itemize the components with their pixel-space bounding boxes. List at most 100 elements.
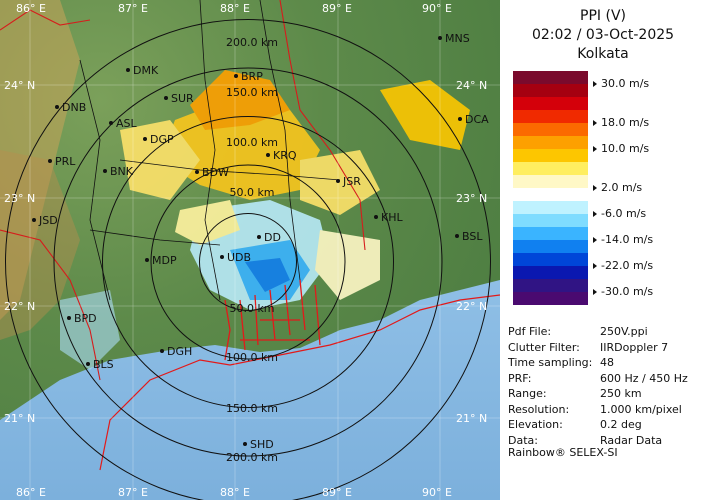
longitude-label: 89° E	[322, 2, 352, 15]
city-krq: KRQ	[266, 149, 297, 162]
metadata-value: 250 km	[600, 387, 642, 400]
metadata-value: 250V.ppi	[600, 325, 648, 338]
scale-swatch	[513, 240, 588, 253]
city-dmk: DMK	[126, 64, 159, 77]
coastline-detail	[224, 279, 321, 361]
station-name: Kolkata	[577, 46, 629, 62]
range-rings	[5, 19, 491, 500]
longitude-label: 86° E	[16, 486, 46, 499]
range-ring-label: 200.0 km	[226, 36, 278, 49]
latitude-label: 22° N	[4, 300, 35, 313]
scale-swatch	[513, 110, 588, 123]
metadata-row: Data: Radar Data	[508, 433, 662, 447]
scale-label: -6.0 m/s	[593, 207, 646, 220]
metadata-value: 0.2 deg	[600, 418, 642, 431]
city-mdp: MDP	[145, 254, 177, 267]
svg-text:DMK: DMK	[133, 64, 159, 77]
city-shd: SHD	[243, 438, 274, 451]
city-markers: MNS DMK BRP DNB SUR DCA ASL DGP KRQ PRL BNK BDW JSR J…	[32, 32, 489, 451]
metadata-key: Clutter Filter:	[508, 340, 580, 354]
latitude-label: 21° N	[456, 412, 487, 425]
plateau-terrain-2	[0, 150, 80, 340]
range-ring	[53, 67, 443, 457]
info-panel: PPI (V) 02:02 / 03-Oct-2025 Kolkata 30.0…	[500, 0, 706, 500]
longitude-label: 90° E	[422, 2, 452, 15]
metadata-row: Elevation: 0.2 deg	[508, 418, 642, 431]
metadata-row: Time sampling: 48	[508, 356, 614, 369]
svg-text:BDW: BDW	[202, 166, 229, 179]
metadata-value: 48	[600, 356, 614, 369]
metadata-key: Data:	[508, 433, 538, 447]
scale-swatch	[513, 84, 588, 97]
city-dd: DD	[257, 231, 281, 244]
coastline	[99, 294, 500, 471]
range-ring-label: 100.0 km	[226, 351, 278, 364]
svg-text:DGH: DGH	[167, 345, 192, 358]
metadata-key: Range:	[508, 387, 547, 400]
range-ring-label: 200.0 km	[226, 451, 278, 464]
svg-text:MDP: MDP	[152, 254, 177, 267]
state-boundaries	[0, 0, 366, 381]
city-jsd: JSD	[32, 214, 58, 227]
scale-swatch	[513, 253, 588, 266]
city-mns: MNS	[438, 32, 470, 45]
city-brp: BRP	[234, 70, 263, 83]
metadata-key: Time sampling:	[508, 356, 593, 369]
metadata-row: PRF: 600 Hz / 450 Hz	[508, 371, 688, 385]
longitude-label: 86° E	[16, 2, 46, 15]
city-bsl: BSL	[455, 230, 483, 243]
svg-text:BRP: BRP	[241, 70, 263, 83]
scale-swatch	[513, 188, 588, 201]
scale-swatch	[513, 97, 588, 110]
scale-swatch	[513, 201, 588, 214]
svg-text:KHL: KHL	[381, 211, 403, 224]
svg-text:DD: DD	[264, 231, 281, 244]
city-bnk: BNK	[103, 165, 134, 178]
svg-text:BSL: BSL	[462, 230, 483, 243]
svg-text:ASL: ASL	[116, 117, 138, 130]
range-ring	[102, 116, 394, 408]
range-ring-label: 150.0 km	[226, 402, 278, 415]
scale-label: 2.0 m/s	[593, 181, 642, 194]
range-ring	[150, 164, 346, 360]
scale-label: -22.0 m/s	[593, 259, 653, 272]
metadata-key: PRF:	[508, 371, 532, 385]
city-bdw: BDW	[195, 166, 229, 179]
range-ring-label: 50.0 km	[229, 186, 274, 199]
latitude-label: 22° N	[456, 300, 487, 313]
scale-label: -14.0 m/s	[593, 233, 653, 246]
graticule-labels: 86° E 86° E 87° E 87° E 88° E 88° E 89° E 89° E…	[4, 2, 487, 499]
svg-text:JSD: JSD	[38, 214, 58, 227]
city-bpd: BPD	[67, 312, 97, 325]
longitude-label: 89° E	[322, 486, 352, 499]
city-bls: BLS	[86, 358, 114, 371]
latitude-label: 23° N	[456, 192, 487, 205]
scale-swatch	[513, 175, 588, 188]
graticule	[0, 0, 500, 500]
scale-swatch	[513, 162, 588, 175]
district-boundaries	[79, 0, 341, 301]
longitude-label: 87° E	[118, 2, 148, 15]
city-khl: KHL	[374, 211, 403, 224]
svg-text:BPD: BPD	[74, 312, 97, 325]
metadata-value: IIRDoppler 7	[600, 340, 669, 354]
scale-label: 18.0 m/s	[593, 116, 649, 129]
metadata-row: Resolution: 1.000 km/pixel	[508, 403, 682, 416]
city-sur: SUR	[164, 92, 194, 105]
scale-swatch	[513, 214, 588, 227]
radar-map[interactable]: 50.0 km 50.0 km 100.0 km 100.0 km 150.0 km 15…	[0, 0, 500, 500]
range-ring-label: 50.0 km	[229, 302, 274, 315]
metadata-row: Pdf File: 250V.ppi	[508, 325, 648, 338]
scale-swatch	[513, 71, 588, 84]
city-dgp: DGP	[143, 133, 174, 146]
latitude-label: 23° N	[4, 192, 35, 205]
datetime: 02:02 / 03-Oct-2025	[531, 27, 675, 43]
scale-swatch	[513, 149, 588, 162]
scale-swatch	[513, 123, 588, 136]
svg-text:DNB: DNB	[62, 101, 86, 114]
range-ring-label: 100.0 km	[226, 136, 278, 149]
metadata-value: Radar Data	[600, 433, 663, 447]
city-udb: UDB	[220, 251, 251, 264]
range-ring-label: 150.0 km	[226, 86, 278, 99]
